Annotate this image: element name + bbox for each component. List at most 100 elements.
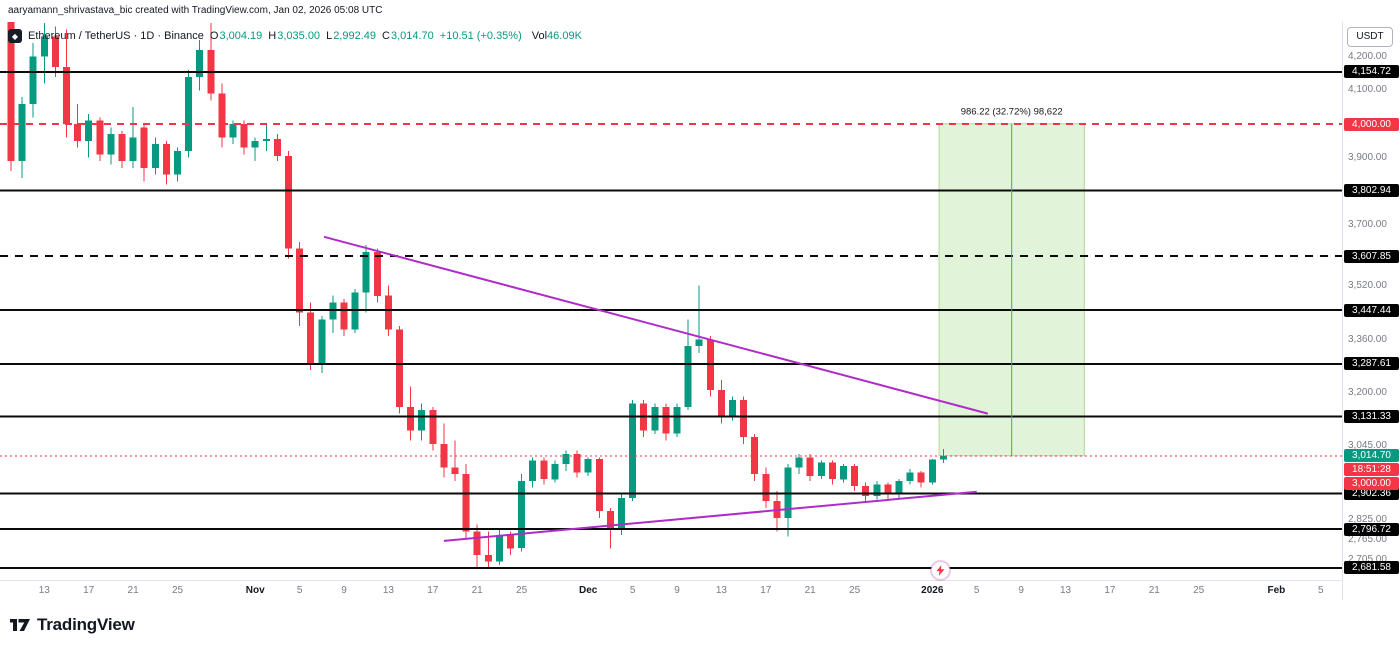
candle-body [262, 139, 270, 141]
candle-body [473, 531, 481, 555]
ohlc-open: O3,004.19 [209, 30, 263, 42]
candle-body [384, 295, 392, 330]
candle-body [806, 457, 814, 476]
lightning-bolt-glyph [936, 565, 945, 576]
candle-body [562, 454, 570, 465]
tradingview-wordmark[interactable]: TradingView [37, 614, 135, 634]
candle-body [795, 457, 803, 468]
candle-body [429, 410, 437, 444]
candle-body [185, 76, 193, 151]
current-price-badge[interactable]: 3,014.70 [1344, 449, 1399, 463]
price-level-badge[interactable]: 3,287.61 [1344, 357, 1399, 371]
price-tick-label: 4,200.00 [1348, 50, 1387, 62]
price-tick-label: 2,825.00 [1348, 513, 1387, 525]
candlestick-chart[interactable]: 986.22 (32.72%) 98,622 [0, 22, 1342, 580]
candle-body [162, 144, 170, 175]
time-tick-label: 25 [849, 585, 861, 596]
candle-body [606, 511, 614, 530]
price-level-badge[interactable]: 2,681.58 [1344, 561, 1399, 575]
time-tick-label: 5 [629, 585, 636, 596]
candle-body [673, 406, 681, 434]
candle-body [573, 454, 581, 473]
price-tick-label: 3,045.00 [1348, 439, 1387, 451]
candle-body [662, 406, 670, 434]
alert-price-badge[interactable]: 3,000.00 [1344, 477, 1399, 491]
time-tick-label: 9 [674, 585, 680, 596]
price-level-badge[interactable]: 3,607.85 [1344, 249, 1399, 263]
candle-body [229, 124, 237, 138]
attribution-text: aaryamann_shrivastava_bic created with T… [0, 0, 1400, 22]
lightning-icon[interactable] [931, 561, 950, 580]
time-tick-label: Nov [245, 585, 265, 596]
price-tick-label: 4,100.00 [1348, 84, 1387, 96]
volume-readout: Vol46.09K [531, 30, 582, 42]
candle-body [817, 462, 825, 476]
candle-body [917, 472, 925, 483]
time-tick-label: 17 [1104, 585, 1116, 596]
time-tick-label: 17 [427, 585, 439, 596]
time-tick-label: 25 [516, 585, 528, 596]
candle-body [618, 497, 625, 530]
candle-body [296, 248, 304, 313]
price-tick-label: 3,900.00 [1348, 151, 1387, 163]
candle-body [396, 329, 403, 407]
time-axis[interactable]: 13 17 21 25 Nov 5 9 13 17 21 25 Dec 5 9 13 17 21 25 2026 5 9… [0, 580, 1342, 600]
candle-body [440, 443, 448, 468]
chart-area[interactable]: 986.22 (32.72%) 98,622 ◆ Ethereum / Teth… [0, 22, 1400, 600]
candle-body [729, 400, 736, 417]
candle-body [51, 36, 59, 67]
candle-body [828, 462, 836, 480]
candle-body [684, 346, 692, 407]
time-tick-label: 13 [382, 585, 394, 596]
candle-body [939, 455, 947, 460]
candle-body [118, 134, 126, 161]
symbol-title[interactable]: Ethereum / TetherUS · 1D · Binance [28, 30, 204, 42]
symbol-logo-icon: ◆ [8, 29, 22, 43]
candle-body [407, 406, 415, 431]
change-value: +10.51 (+0.35%) [439, 30, 522, 42]
candle-body [762, 474, 770, 502]
candle-body [751, 437, 759, 475]
price-level-badge[interactable]: 2,796.72 [1344, 522, 1399, 536]
price-axis[interactable]: 4,200.00 4,100.00 3,900.00 3,700.00 3,520.00… [1342, 22, 1400, 600]
candle-body [63, 66, 70, 124]
candle-body [484, 555, 492, 562]
time-tick-label: 17 [83, 585, 95, 596]
price-level-badge[interactable]: 4,000.00 [1344, 117, 1399, 131]
price-level-badge[interactable]: 3,802.94 [1344, 183, 1399, 197]
tradingview-logo-icon[interactable] [10, 615, 30, 635]
trend-line[interactable] [323, 235, 989, 415]
candle-body [418, 410, 426, 431]
projection-label: 986.22 (32.72%) 98,622 [961, 107, 1063, 118]
price-tick-label: 3,360.00 [1348, 333, 1387, 345]
time-tick-label: 2026 [921, 585, 944, 596]
price-level-badge[interactable]: 3,447.44 [1344, 303, 1399, 317]
candle-body [340, 302, 348, 330]
price-level-badge[interactable]: 4,154.72 [1344, 65, 1399, 79]
time-tick-label: 25 [171, 585, 184, 596]
time-tick-label: 13 [715, 585, 727, 596]
candle-body [362, 252, 370, 293]
time-tick-label: 21 [1148, 585, 1160, 596]
candle-body [584, 459, 592, 473]
candle-body [507, 534, 514, 549]
candle-body [29, 56, 37, 104]
candle-body [884, 484, 892, 495]
candle-body [529, 460, 537, 481]
time-tick-label: 17 [760, 585, 772, 596]
candle-body [151, 144, 159, 168]
time-tick-label: 5 [1318, 585, 1324, 596]
candle-body [629, 403, 637, 498]
price-level-badge[interactable]: 3,131.33 [1344, 410, 1399, 423]
time-tick-label: 5 [973, 585, 980, 596]
chart-legend: ◆ Ethereum / TetherUS · 1D · Binance O3,… [8, 29, 582, 43]
price-level-badge[interactable]: 2,902.36 [1344, 487, 1399, 501]
trend-line[interactable] [443, 490, 977, 542]
candle-body [551, 464, 559, 480]
candle-body [540, 460, 548, 480]
candle-body [895, 480, 903, 495]
time-tick-label: 21 [804, 585, 816, 596]
candle-body [7, 22, 15, 161]
ohlc-close: C3,014.70 [382, 30, 434, 42]
currency-toggle-button[interactable]: USDT [1347, 27, 1393, 47]
